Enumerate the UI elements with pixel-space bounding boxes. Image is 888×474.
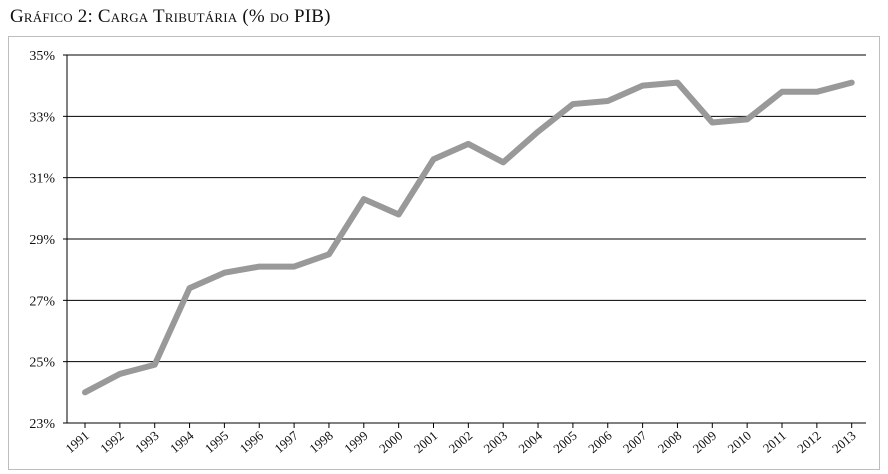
y-tick-label-23: 23% [29,417,55,432]
x-tick-labels: 1991 1992 1993 1994 1995 1996 1997 1998 1999 2000… [62,427,858,456]
x-tick-label-2006: 2006 [585,427,615,456]
x-tick-label-2004: 2004 [515,427,545,456]
x-tick-label-1998: 1998 [306,428,336,456]
x-tick-label-1992: 1992 [97,428,127,456]
x-tick-label-1997: 1997 [271,427,301,456]
x-tick-label-1993: 1993 [132,428,162,456]
x-tick-label-2002: 2002 [446,428,476,456]
y-tick-label-33: 33% [29,110,55,125]
x-tick-label-2005: 2005 [550,428,580,456]
y-tick-labels: 23% 25% 27% 29% 31% 33% 35% [29,49,55,432]
x-tick-label-2013: 2013 [829,428,859,456]
x-tick-label-1996: 1996 [237,427,267,456]
y-tick-label-25: 25% [29,356,55,371]
series-layer [82,79,855,396]
x-tick-label-2010: 2010 [725,428,755,456]
x-tick-label-2001: 2001 [411,428,441,456]
grid-layer [67,54,866,363]
y-tick-label-31: 31% [29,172,55,187]
x-tick-label-2012: 2012 [794,428,824,456]
x-tick-label-2000: 2000 [376,428,406,456]
x-tick-label-2003: 2003 [481,428,511,456]
chart-title: Gráfico 2: Carga Tributária (% do PIB) [10,6,331,27]
y-tick-label-35: 35% [29,49,55,64]
x-tick-label-1999: 1999 [341,428,371,456]
x-tick-label-2008: 2008 [655,428,685,456]
y-tick-label-29: 29% [29,233,55,248]
x-tick-label-1995: 1995 [202,428,232,456]
y-tick-label-27: 27% [29,294,55,309]
series-line-0 [82,79,855,396]
chart-frame [8,36,880,470]
x-tick-label-2007: 2007 [620,427,650,456]
x-tick-label-1994: 1994 [167,427,197,456]
x-tick-label-2009: 2009 [690,428,720,456]
x-tick-label-1991: 1991 [62,428,92,456]
x-tick-label-2011: 2011 [760,428,789,456]
axis-layer [63,54,866,428]
